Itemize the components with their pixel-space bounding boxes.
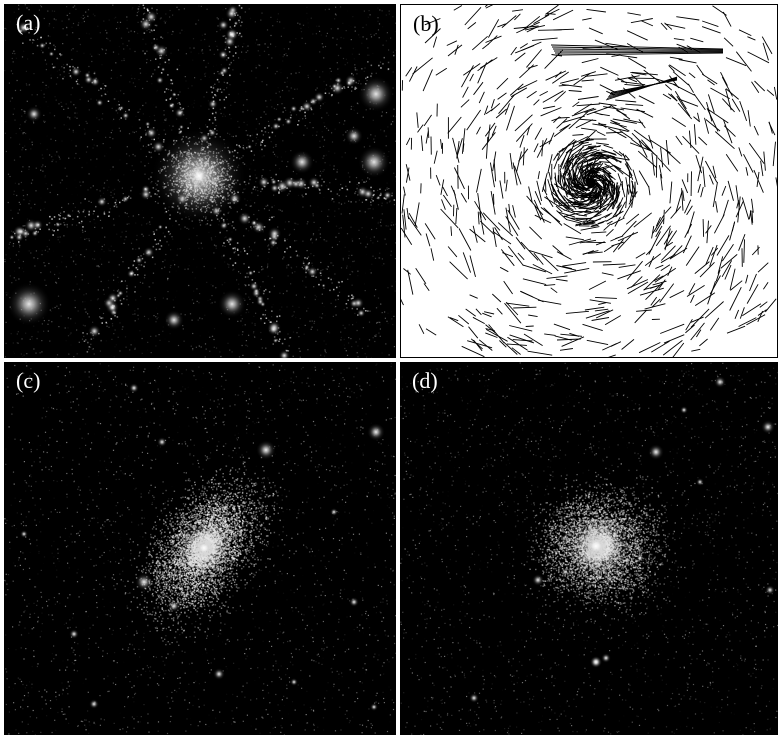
panel-b-image	[401, 5, 777, 357]
panel-d-label: (d)	[412, 368, 438, 393]
panel-b-label: (b)	[413, 11, 439, 36]
panel-c-image	[4, 362, 396, 735]
panel-a-label: (a)	[16, 10, 41, 35]
panel-a-image	[4, 4, 396, 358]
panel-c-label: (c)	[16, 368, 41, 393]
panel-b-velocity-field: (b)	[400, 4, 778, 358]
panel-d-spherical-halo: (d)	[400, 362, 778, 735]
panel-c-elongated-halo: (c)	[4, 362, 396, 735]
panel-d-image	[400, 362, 778, 735]
panel-a-density-filaments: (a)	[4, 4, 396, 358]
